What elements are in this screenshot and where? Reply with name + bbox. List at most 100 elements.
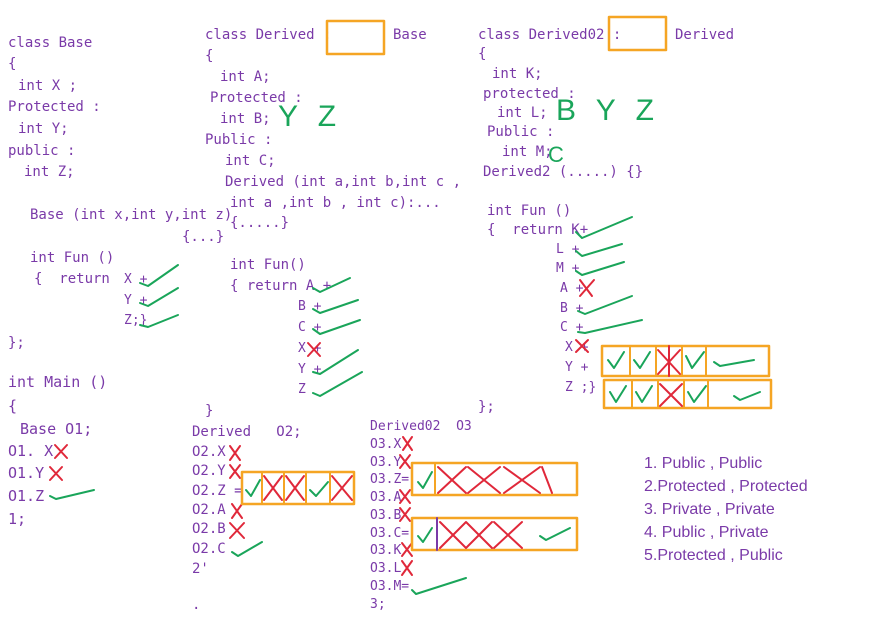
code-line: { return K+	[487, 222, 589, 238]
code-line: };	[8, 335, 25, 351]
code-line: Z ;}	[565, 380, 597, 395]
code-line: int a ,int b , int c):...	[230, 195, 441, 211]
check-mark	[312, 349, 359, 375]
check-mark	[312, 371, 363, 397]
code-line: {	[205, 48, 214, 64]
cross-mark	[401, 560, 413, 576]
cross-mark	[402, 436, 413, 451]
code-line: class Derived :	[205, 27, 332, 43]
code-line: class Base	[8, 35, 93, 51]
cross-mark	[579, 279, 595, 297]
code-line: 1;	[8, 510, 27, 528]
cross-mark	[575, 339, 589, 353]
code-line: O1.Z	[8, 487, 45, 505]
cross-marks	[49, 279, 595, 576]
blank-box	[607, 15, 668, 52]
code-line: int L;	[497, 105, 548, 121]
code-line: 3;	[370, 597, 386, 612]
code-line: O3.X	[370, 437, 402, 452]
code-line: {.....}	[230, 215, 290, 231]
answer-item: 2.Protected , Protected	[644, 478, 808, 495]
code-line: Z;}	[124, 313, 148, 328]
code-line: Protected :	[8, 99, 101, 115]
code-line: O2.Y	[192, 463, 226, 479]
code-line: O3.K	[370, 543, 402, 558]
access-grid-derived02-a	[600, 344, 771, 378]
code-line: int C;	[225, 153, 276, 169]
code-line: C +	[560, 320, 584, 335]
cross-mark	[229, 445, 241, 461]
code-line: O2.B	[192, 521, 226, 537]
code-line: int Fun ()	[30, 250, 115, 266]
code-line: L +	[556, 242, 580, 257]
check-mark	[577, 319, 643, 334]
cross-mark	[399, 507, 411, 522]
code-line: Public :	[487, 124, 555, 140]
code-line: O1.Y	[8, 464, 45, 482]
answer-item: 3. Private , Private	[644, 501, 775, 518]
check-mark	[575, 216, 633, 239]
code-line: M +	[556, 261, 580, 276]
check-mark	[139, 264, 179, 287]
code-line: {	[8, 56, 17, 72]
code-line: int K;	[492, 66, 543, 82]
code-line: Public :	[205, 132, 273, 148]
code-line: O2.X	[192, 444, 226, 460]
code-line: B +	[298, 299, 322, 314]
access-grid-o3-c	[410, 516, 579, 552]
code-line: {	[8, 397, 18, 415]
code-line: int Y;	[18, 121, 69, 137]
cross-mark	[401, 542, 413, 557]
code-line: X +	[124, 272, 148, 287]
code-line: .	[192, 597, 201, 613]
code-line: 2'	[192, 561, 209, 577]
cross-mark	[307, 342, 321, 357]
code-line: Y +	[565, 360, 589, 375]
check-mark	[231, 541, 263, 557]
code-line: };	[478, 399, 495, 415]
code-line: { return	[34, 271, 110, 287]
code-line: A +	[560, 281, 584, 296]
code-line: Derived2 (.....) {}	[483, 164, 644, 180]
handwritten-answer: C	[548, 142, 570, 167]
check-mark	[49, 489, 95, 500]
code-line: int Main ()	[8, 373, 108, 391]
access-grid-o3-z	[410, 461, 579, 497]
code-line: O3.C=	[370, 526, 410, 541]
code-line: {	[478, 46, 487, 62]
check-mark	[575, 243, 623, 257]
check-marks	[49, 216, 643, 595]
cross-mark	[231, 503, 243, 519]
handwritten-answer: B Y Z	[556, 94, 660, 127]
code-line: int A;	[220, 69, 271, 85]
code-line: Derived	[675, 27, 735, 43]
access-grid-derived02-b	[602, 378, 773, 410]
code-line: int Fun ()	[487, 203, 572, 219]
code-line: O2.C	[192, 541, 226, 557]
check-mark	[575, 261, 625, 276]
code-line: Derived (int a,int b,int c ,	[225, 174, 462, 190]
code-line: int M;	[502, 144, 553, 160]
code-line: int Fun()	[230, 257, 306, 273]
code-line: O3.A	[370, 490, 402, 505]
cross-mark	[229, 464, 241, 479]
cross-mark	[399, 454, 411, 469]
code-line: O2.Z =	[192, 483, 243, 499]
answer-item: 4. Public , Private	[644, 524, 769, 541]
code-line: O3.B	[370, 508, 402, 523]
blank-boxes	[325, 15, 668, 56]
code-line: O2.A	[192, 502, 226, 518]
code-line: protected :	[483, 86, 576, 102]
check-mark	[577, 295, 633, 315]
code-line: O3.L	[370, 561, 402, 576]
check-mark	[312, 277, 351, 293]
code-line: public :	[8, 143, 76, 159]
code-line: Y +	[298, 362, 322, 377]
code-line: C +	[298, 320, 322, 335]
check-mark	[411, 577, 467, 595]
code-line: int B;	[220, 111, 271, 127]
code-line: O3.Z=	[370, 472, 410, 487]
access-grid-o2	[240, 470, 356, 506]
